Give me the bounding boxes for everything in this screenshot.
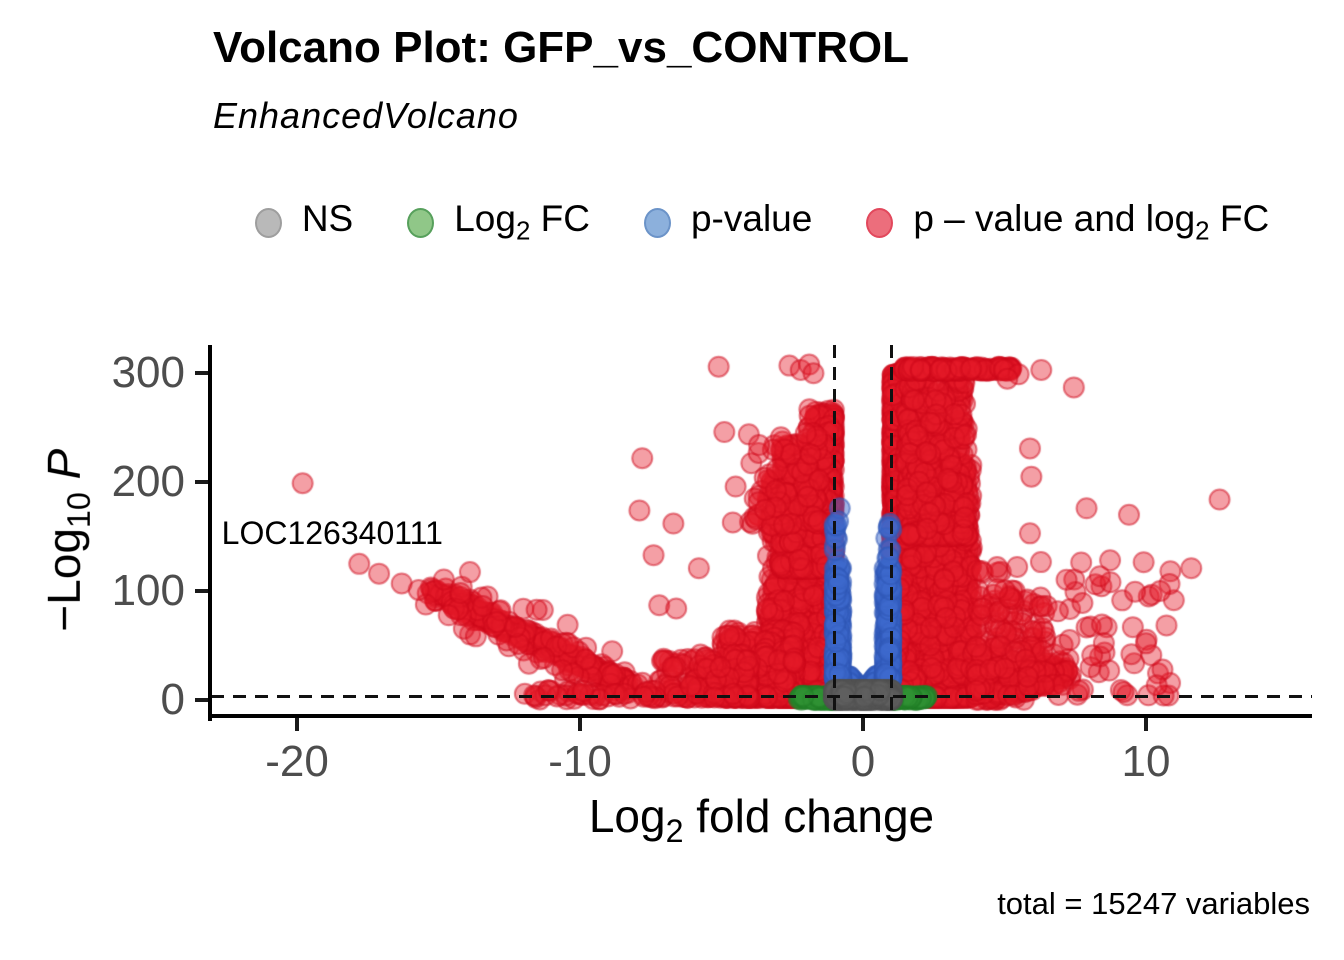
x-tick-mark [578,718,582,731]
legend-item-log2fc: Log2 FC [407,200,590,245]
y-axis-line [208,345,212,721]
x-tick-mark [295,718,299,731]
plot-title: Volcano Plot: GFP_vs_CONTROL [213,23,909,72]
y-tick-label: 0 [160,675,185,724]
y-tick-mark [195,698,208,702]
legend-label-log2fc: Log2 FC [454,198,590,246]
y-tick-mark [195,371,208,376]
pvalue-cutoff-line [211,695,1312,699]
x-tick-mark [861,718,865,731]
ns-dot-icon [254,207,282,238]
log2fc-cutoff-line-positive [889,345,893,716]
log2fc-cutoff-line-negative [833,345,837,716]
y-tick-label: 300 [111,348,185,398]
log2fc-dot-icon [407,207,435,238]
gene-annotation-label: LOC126340111 [221,515,443,552]
y-axis-title: −Log10 P [37,448,97,632]
x-tick-mark [1144,718,1148,731]
x-tick-label: 0 [850,737,876,786]
legend-label-pvalue-and-log2fc: p – value and log2 FC [913,198,1270,246]
x-axis-title: Log2 fold change [588,790,935,850]
pvalue-dot-icon [643,207,671,238]
y-tick-mark [195,480,208,485]
y-tick-label: 200 [111,457,185,507]
plot-caption: total = 15247 variables [997,886,1310,921]
legend: NS Log2 FC p-value p – value and log2 FC [211,200,1313,245]
x-tick-label: 10 [1121,737,1171,786]
pvalue-and-log2fc-dot-icon [866,207,894,238]
legend-label-pvalue: p-value [690,198,813,239]
y-tick-mark [195,589,208,594]
legend-item-pvalue-and-log2fc: p – value and log2 FC [866,200,1269,245]
x-tick-label: -20 [265,737,329,786]
legend-label-ns: NS [301,198,354,239]
x-axis-line [208,714,1312,718]
legend-item-ns: NS [254,198,354,245]
plot-subtitle: EnhancedVolcano [213,95,519,136]
x-tick-label: -10 [548,737,612,786]
y-tick-label: 100 [111,566,185,616]
legend-item-pvalue: p-value [643,198,813,245]
